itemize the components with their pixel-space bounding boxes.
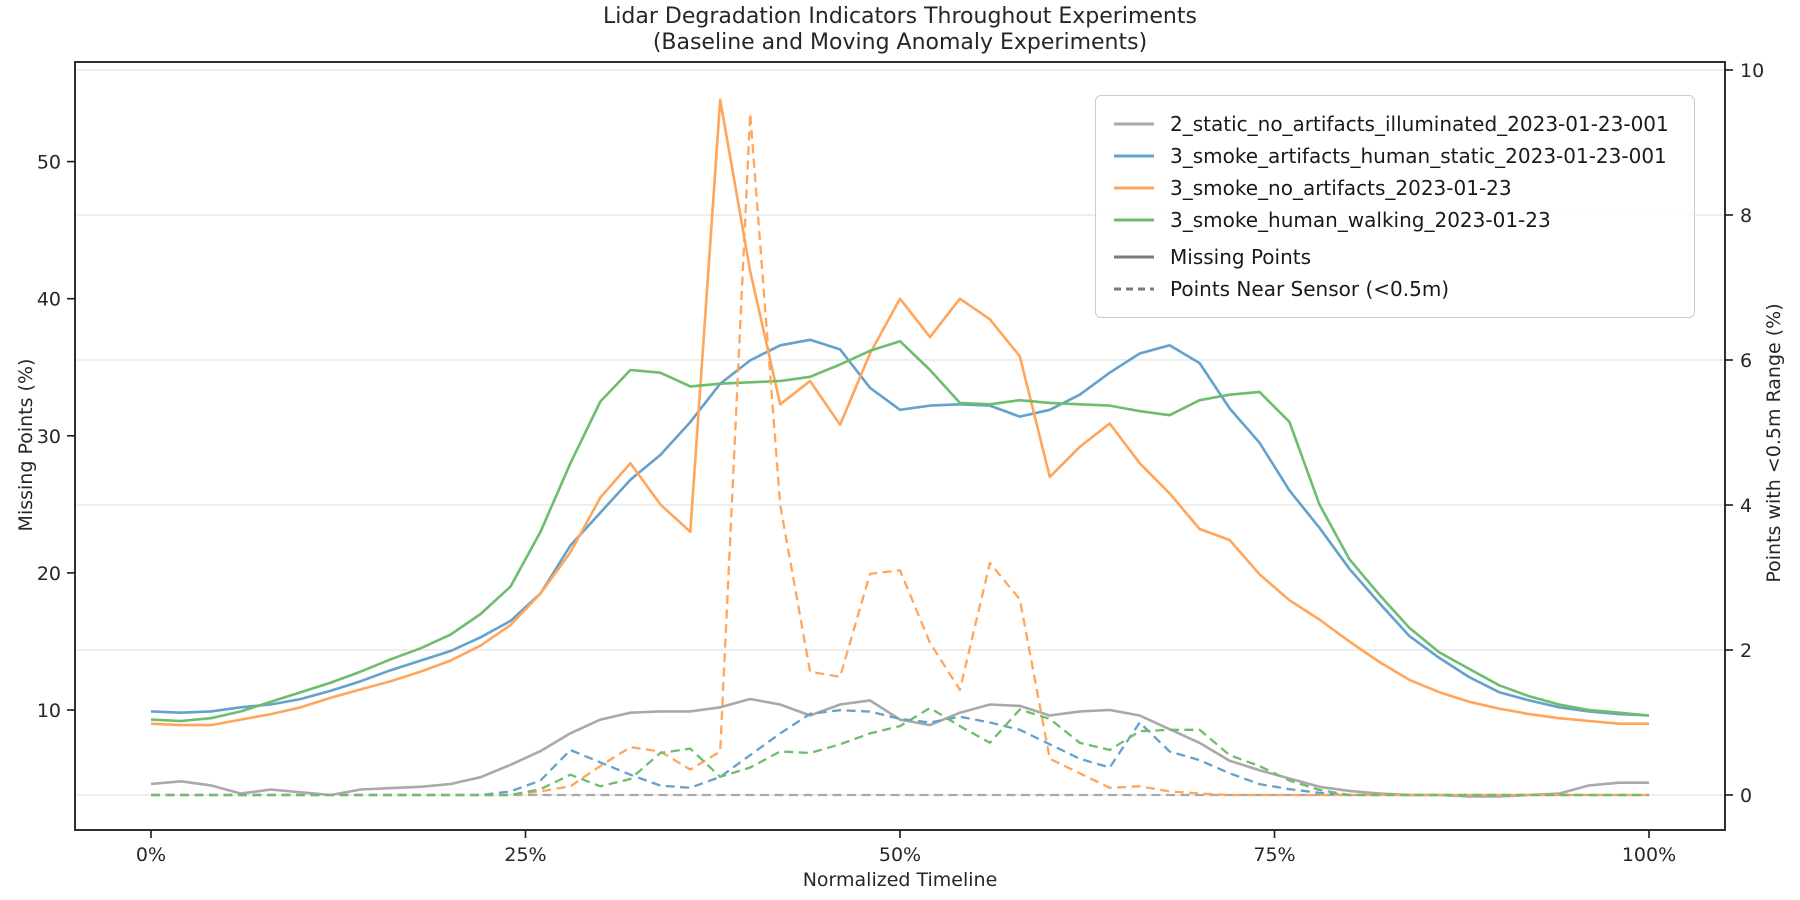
legend-label-missing-points: Missing Points (1170, 245, 1312, 269)
legend-label-points-near-sensor: Points Near Sensor (<0.5m) (1170, 277, 1450, 301)
line-missing-points-series-2 (150, 98, 1649, 727)
tick-label-y-left-50: 50 (37, 152, 61, 174)
line-missing-points-series-3 (150, 339, 1650, 723)
legend-swatch-orange-line (1114, 186, 1154, 190)
tick-label-y-left-10: 10 (37, 700, 61, 722)
legend-label-series-1: 3_smoke_artifacts_human_static_2023-01-2… (1170, 144, 1667, 168)
legend-item-series-0: 2_static_no_artifacts_illuminated_2023-0… (1112, 108, 1684, 140)
tick-label-y-right-2: 2 (1740, 640, 1752, 662)
legend-label-series-2: 3_smoke_no_artifacts_2023-01-23 (1170, 176, 1512, 200)
legend-item-series-3: 3_smoke_human_walking_2023-01-23 (1112, 204, 1684, 236)
legend-swatch-solid-style (1114, 255, 1154, 259)
legend-item-series-2: 3_smoke_no_artifacts_2023-01-23 (1112, 172, 1684, 204)
tick-label-y-right-4: 4 (1740, 495, 1752, 517)
chart-title-line1: Lidar Degradation Indicators Throughout … (603, 4, 1197, 29)
x-axis-title: Normalized Timeline (802, 869, 998, 891)
legend-swatch-green-line (1114, 218, 1154, 222)
legend-item-points-near-sensor: Points Near Sensor (<0.5m) (1112, 273, 1684, 305)
tick-label-y-right-8: 8 (1740, 205, 1752, 227)
line-points-near-sensor-series-3 (151, 706, 1649, 797)
legend-swatch-dashed-style (1114, 287, 1154, 291)
tick-label-x-75: 75% (1253, 844, 1295, 866)
tick-label-y-left-40: 40 (37, 289, 61, 311)
tick-label-y-right-0: 0 (1740, 785, 1752, 807)
tick-label-x-0: 0% (136, 844, 166, 866)
tick-label-y-right-10: 10 (1740, 60, 1764, 82)
tick-label-y-left-30: 30 (37, 426, 61, 448)
tick-label-x-25: 25% (504, 844, 546, 866)
tick-label-x-100: 100% (1622, 844, 1676, 866)
y-left-axis-title: Missing Points (%) (15, 358, 37, 532)
tick-label-x-50: 50% (879, 844, 921, 866)
legend-label-series-0: 2_static_no_artifacts_illuminated_2023-0… (1170, 112, 1669, 136)
chart-title: Lidar Degradation Indicators Throughout … (0, 4, 1800, 56)
tick-label-y-right-6: 6 (1740, 350, 1752, 372)
line-points-near-sensor-series-1 (151, 709, 1649, 797)
y-right-axis-title: Points with <0.5m Range (%) (1763, 303, 1785, 583)
legend-swatch-blue-line (1114, 154, 1154, 158)
legend: 2_static_no_artifacts_illuminated_2023-0… (1095, 95, 1695, 318)
line-missing-points-series-1 (150, 338, 1650, 717)
legend-item-missing-points: Missing Points (1112, 241, 1684, 273)
line-missing-points-series-0 (150, 697, 1649, 798)
tick-label-y-left-20: 20 (37, 563, 61, 585)
legend-item-series-1: 3_smoke_artifacts_human_static_2023-01-2… (1112, 140, 1684, 172)
legend-label-series-3: 3_smoke_human_walking_2023-01-23 (1170, 208, 1551, 232)
legend-swatch-gray-line (1114, 122, 1154, 126)
chart-title-line2: (Baseline and Moving Anomaly Experiments… (652, 30, 1148, 55)
